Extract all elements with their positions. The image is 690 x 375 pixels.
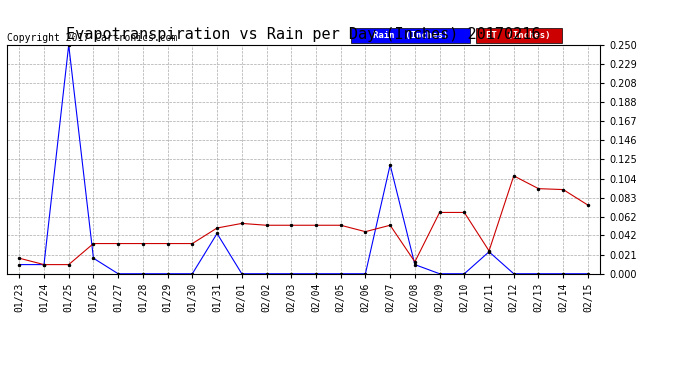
Text: Copyright 2017 Cartronics.com: Copyright 2017 Cartronics.com <box>7 33 177 43</box>
FancyBboxPatch shape <box>351 28 470 43</box>
FancyBboxPatch shape <box>475 28 562 43</box>
Text: ET  (Inches): ET (Inches) <box>486 31 551 40</box>
Title: Evapotranspiration vs Rain per Day (Inches) 20170216: Evapotranspiration vs Rain per Day (Inch… <box>66 27 541 42</box>
Text: Rain  (Inches): Rain (Inches) <box>373 31 448 40</box>
